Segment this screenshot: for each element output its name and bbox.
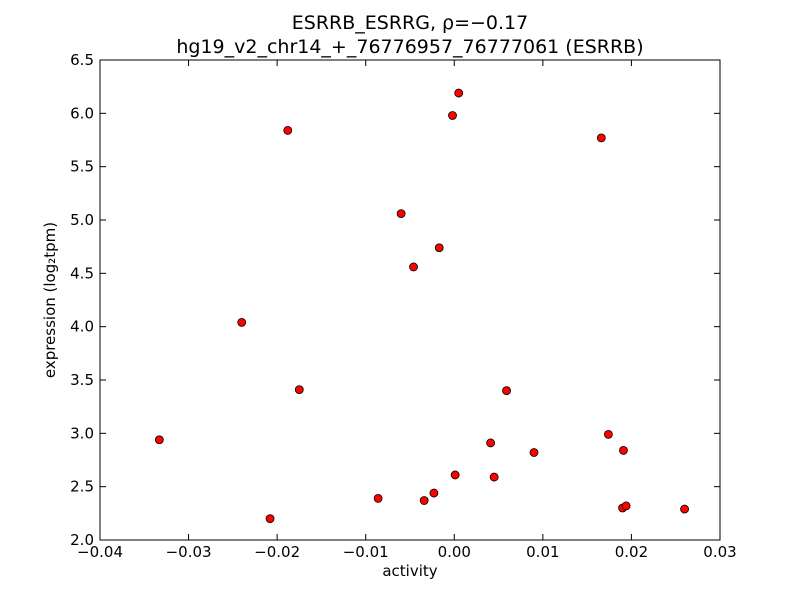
- chart-title: ESRRB_ESRRG, ρ=−0.17: [292, 12, 528, 34]
- data-point: [409, 262, 418, 272]
- x-tick-label: −0.01: [343, 543, 389, 561]
- data-point: [265, 514, 275, 524]
- x-tick-label: 0.00: [438, 543, 471, 561]
- data-point: [154, 435, 164, 445]
- data-point: [621, 501, 631, 511]
- y-tick-label: 4.0: [70, 318, 94, 336]
- data-point: [619, 445, 628, 455]
- data-point: [486, 438, 496, 448]
- data-points: [154, 88, 689, 524]
- data-point: [604, 429, 613, 439]
- data-point: [434, 243, 444, 253]
- data-point: [502, 386, 511, 396]
- data-point: [373, 493, 383, 503]
- data-point: [596, 133, 606, 143]
- data-point: [448, 111, 457, 120]
- x-tick-label: 0.01: [526, 543, 559, 561]
- data-point: [396, 209, 406, 219]
- plot-area: [99, 59, 721, 541]
- y-tick-label: 2.0: [70, 531, 94, 549]
- y-tick-label: 4.5: [70, 264, 94, 282]
- data-point: [294, 385, 304, 395]
- y-tick-label: 3.0: [70, 424, 94, 442]
- x-axis-label: activity: [382, 562, 437, 580]
- y-tick-label: 2.5: [70, 478, 94, 496]
- y-tick-label: 5.5: [70, 158, 94, 176]
- y-tick-label: 3.5: [70, 371, 94, 389]
- data-point: [429, 488, 439, 498]
- data-point: [237, 317, 247, 327]
- x-tick-label: 0.03: [703, 543, 736, 561]
- x-tick-label: −0.02: [254, 543, 300, 561]
- data-point: [489, 472, 499, 482]
- data-point: [283, 125, 293, 135]
- x-tick-label: −0.04: [77, 543, 123, 561]
- y-tick-label: 6.0: [70, 104, 94, 122]
- chart-subtitle: hg19_v2_chr14_+_76776957_76777061 (ESRRB…: [176, 36, 643, 58]
- data-point: [454, 88, 464, 98]
- y-axis-label: expression (log₂tpm): [41, 222, 59, 378]
- y-axis: 2.0 2.5 3.0 3.5 4.0 4.5 5.0 5.5 6.0 6.5: [70, 51, 720, 549]
- y-tick-label: 6.5: [70, 51, 94, 69]
- data-point: [419, 496, 429, 505]
- data-point: [529, 448, 539, 457]
- plot-frame: [99, 59, 721, 541]
- x-tick-label: −0.03: [166, 543, 212, 561]
- y-tick-label: 5.0: [70, 211, 94, 229]
- x-tick-label: 0.02: [615, 543, 648, 561]
- data-point: [450, 470, 460, 480]
- data-point: [680, 504, 689, 514]
- x-axis: −0.04 −0.03 −0.02 −0.01 0.00 0.01 0.02 0.03: [77, 60, 737, 561]
